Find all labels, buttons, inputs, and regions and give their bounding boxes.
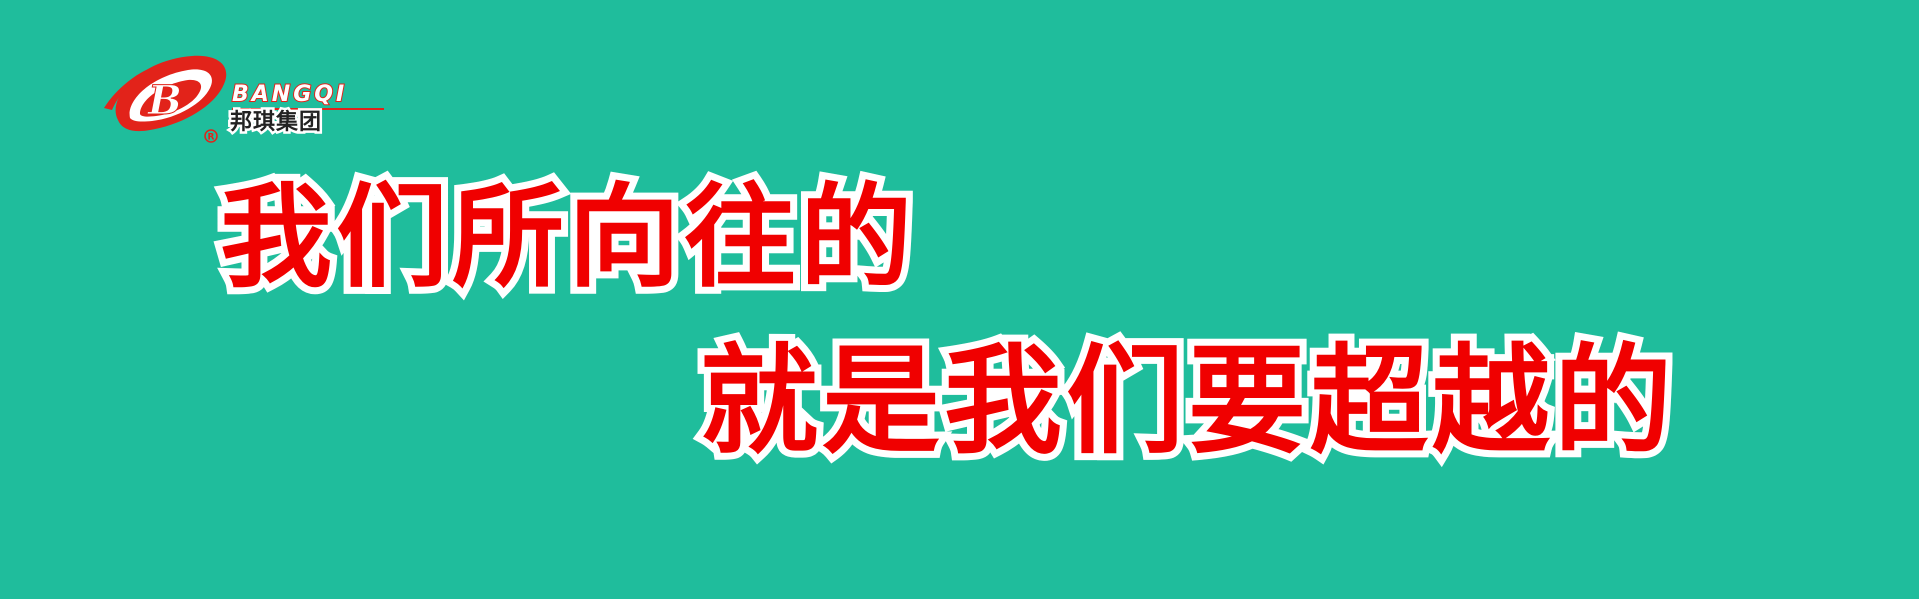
brand-name-chinese: 邦琪集团 [227,108,323,138]
slogan-line-1: 我们所向往的 [213,173,919,303]
svg-text:R: R [208,133,215,143]
svg-text:B: B [147,77,182,124]
company-logo: B R BANGQI 邦琪集团 [100,48,400,158]
slogan-line-2: 就是我们要超越的 [693,332,1679,470]
bangqi-b-swoosh-icon: B R [104,55,227,143]
brand-name-english: BANGQI [231,81,384,110]
